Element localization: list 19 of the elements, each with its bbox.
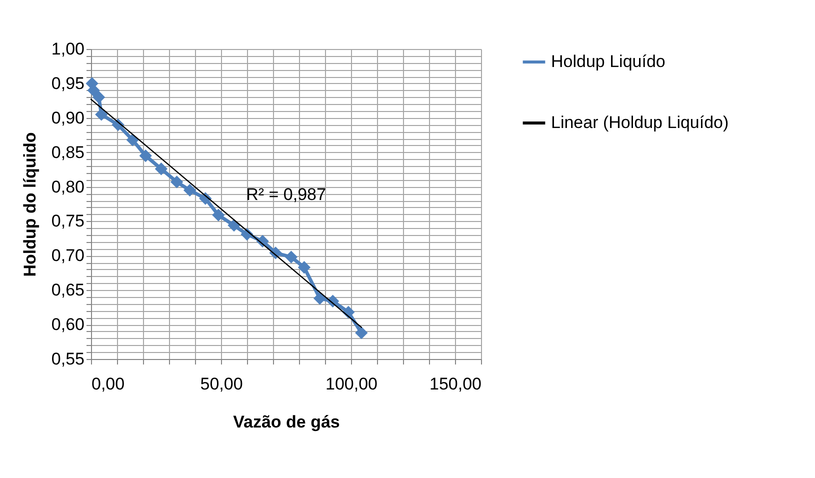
legend-label: Holdup Liquído: [551, 52, 666, 71]
x-tick-label: 150,00: [430, 374, 482, 394]
annotation: R² = 0,987: [246, 185, 326, 204]
x-axis-title: Vazão de gás: [233, 412, 340, 432]
y-tick-label: 0,85: [51, 142, 84, 162]
y-axis-title: Holdup do líquido: [20, 132, 40, 277]
x-tick-label: 0,00: [92, 374, 125, 394]
legend-label: Linear (Holdup Liquído): [551, 113, 729, 132]
y-tick-label: 0,80: [51, 177, 84, 196]
y-tick-label: 0,60: [51, 315, 84, 334]
y-tick-label: 0,95: [51, 74, 84, 93]
y-tick-label: 0,55: [51, 350, 84, 368]
x-tick-label: 50,00: [200, 374, 243, 394]
y-tick-label: 0,65: [51, 280, 84, 300]
y-tick-label: 0,90: [51, 108, 84, 128]
y-tick-label: 1,00: [51, 40, 84, 58]
y-tick-label: 0,70: [51, 246, 84, 266]
y-tick-label: 0,75: [51, 212, 84, 231]
x-tick-label: 100,00: [326, 374, 378, 394]
